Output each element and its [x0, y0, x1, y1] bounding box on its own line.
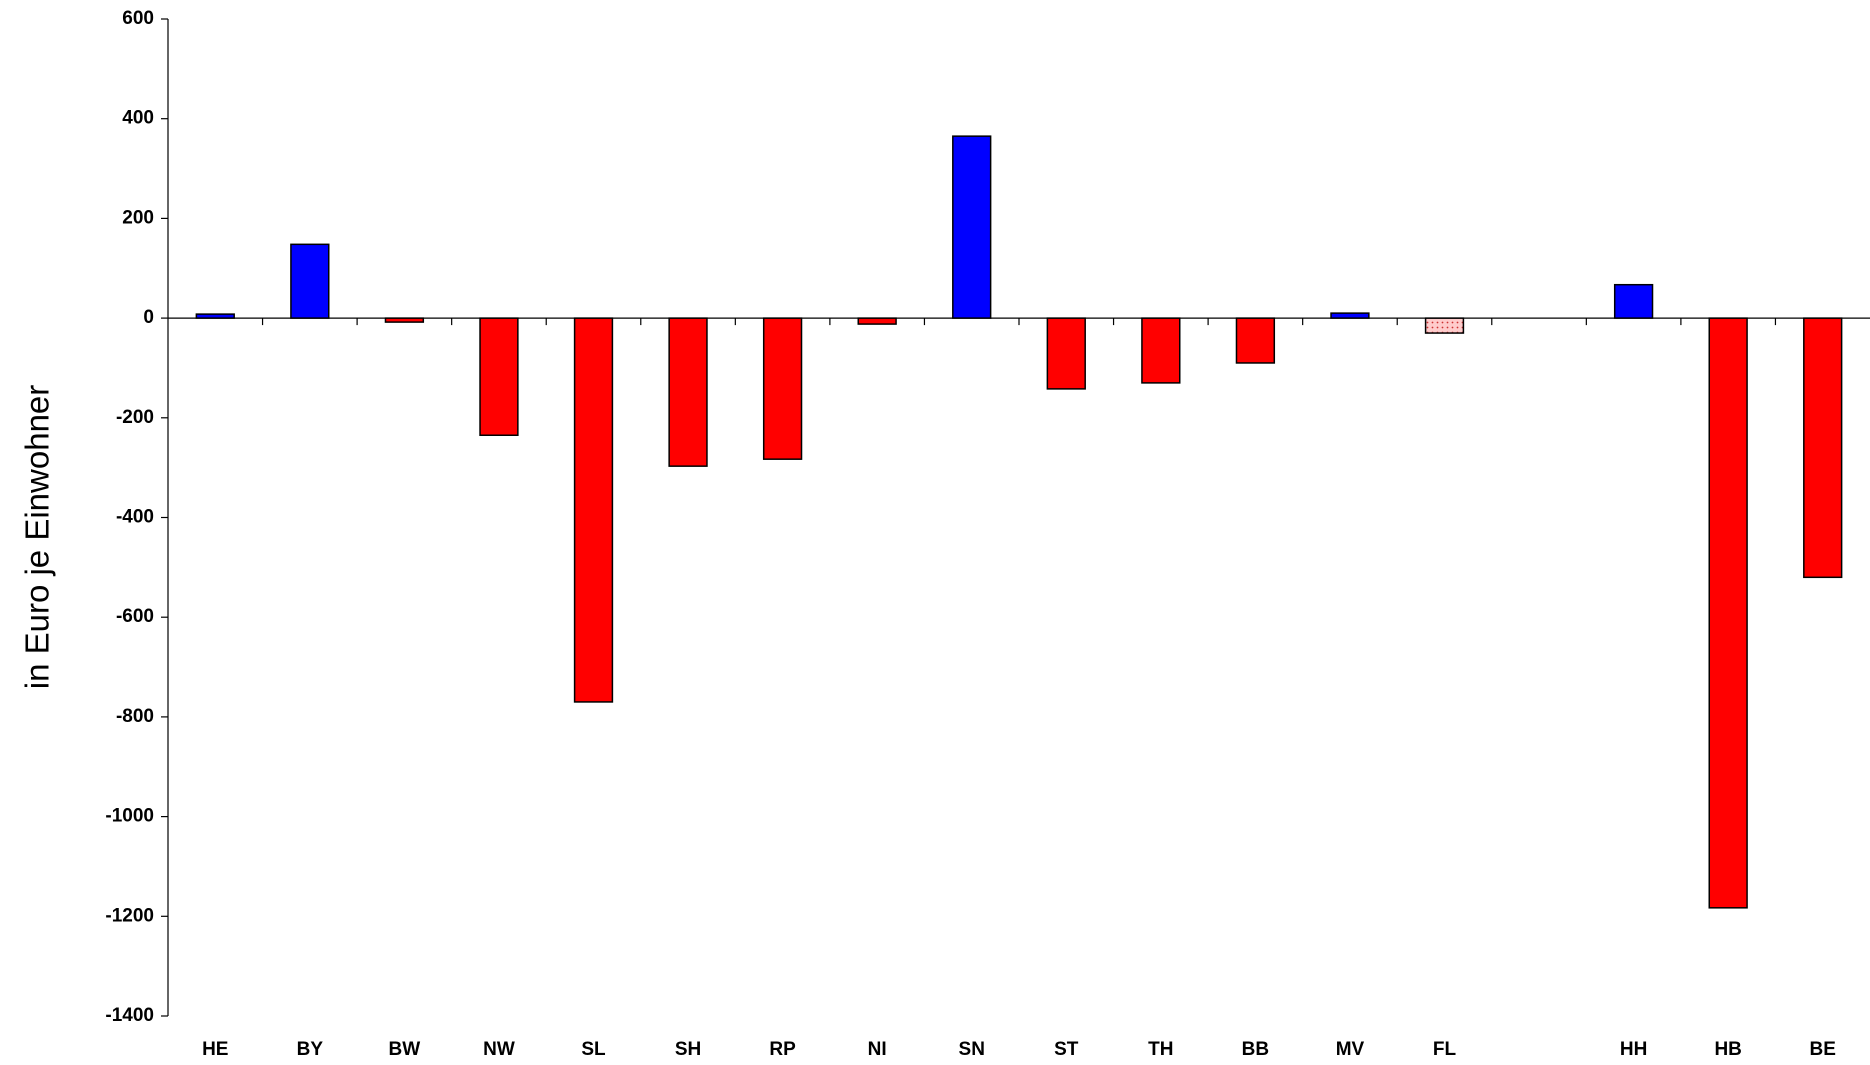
x-tick-label: HE — [202, 1039, 228, 1060]
bar — [1330, 312, 1370, 319]
bar — [1235, 317, 1276, 364]
x-tick-label: SN — [959, 1039, 985, 1060]
x-tick-label: SL — [581, 1039, 606, 1060]
bar — [952, 135, 992, 319]
bar — [1046, 317, 1086, 390]
bar — [1708, 317, 1748, 909]
bar — [1424, 317, 1465, 334]
y-tick-label: -800 — [116, 706, 154, 727]
bar — [290, 243, 330, 319]
y-tick-label: -600 — [116, 606, 154, 627]
x-tick-label: TH — [1148, 1039, 1173, 1060]
x-tick-label: BE — [1810, 1039, 1836, 1060]
y-tick-label: -1400 — [105, 1005, 154, 1026]
bar — [668, 317, 708, 467]
bar — [573, 317, 614, 703]
y-tick-label: -400 — [116, 507, 154, 528]
x-tick-label: BW — [389, 1039, 421, 1060]
x-tick-label: ST — [1054, 1039, 1079, 1060]
x-tick-label: RP — [769, 1039, 796, 1060]
y-axis-label: in Euro je Einwohner — [19, 385, 56, 690]
y-tick-label: 600 — [122, 8, 154, 29]
bar — [479, 317, 519, 436]
x-tick-label: HB — [1714, 1039, 1741, 1060]
bar — [857, 317, 897, 325]
y-tick-label: -1200 — [105, 905, 154, 926]
x-tick-label: HH — [1620, 1039, 1647, 1060]
bar — [1803, 317, 1843, 579]
x-tick-label: FL — [1433, 1039, 1457, 1060]
x-tick-label: NW — [483, 1039, 515, 1060]
y-tick-label: 0 — [143, 307, 154, 328]
bar — [762, 317, 803, 460]
x-tick-label: MV — [1336, 1039, 1365, 1060]
bar — [1613, 283, 1654, 319]
bar — [1141, 317, 1181, 384]
x-tick-label: SH — [675, 1039, 701, 1060]
y-tick-label: 200 — [122, 207, 154, 228]
y-tick-label: 400 — [122, 108, 154, 129]
x-tick-label: NI — [868, 1039, 887, 1060]
x-tick-label: BB — [1242, 1039, 1269, 1060]
y-tick-label: -200 — [116, 407, 154, 428]
y-tick-label: -1000 — [105, 806, 154, 827]
x-tick-label: BY — [297, 1039, 324, 1060]
